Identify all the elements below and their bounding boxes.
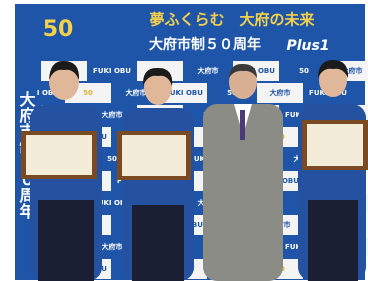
- photo: 大府市FUKI OBU50大府市FUKI OBU50大府市FUKI OBU50大…: [0, 0, 368, 281]
- tile-text: 大府市: [102, 110, 123, 119]
- tile-text: 50: [107, 155, 117, 163]
- tile-text: 50: [83, 89, 93, 97]
- certificate: [117, 131, 191, 180]
- tile-text: FUKI OBU: [93, 67, 131, 75]
- tile-text: 大府市: [270, 88, 291, 97]
- certificate: [21, 131, 97, 179]
- tile-text: 大府市: [126, 88, 147, 97]
- tile-text: 大府市: [198, 66, 219, 75]
- tile-text: 大府市: [102, 242, 123, 251]
- certificate: [302, 120, 368, 170]
- subtitle: 大府市制５０周年: [149, 36, 261, 53]
- logo-number: 50: [43, 17, 74, 42]
- slogan: 夢ふくらむ 大府の未来: [149, 11, 315, 29]
- tile-text: 50: [299, 67, 309, 75]
- plus-logo: Plus1: [286, 38, 329, 54]
